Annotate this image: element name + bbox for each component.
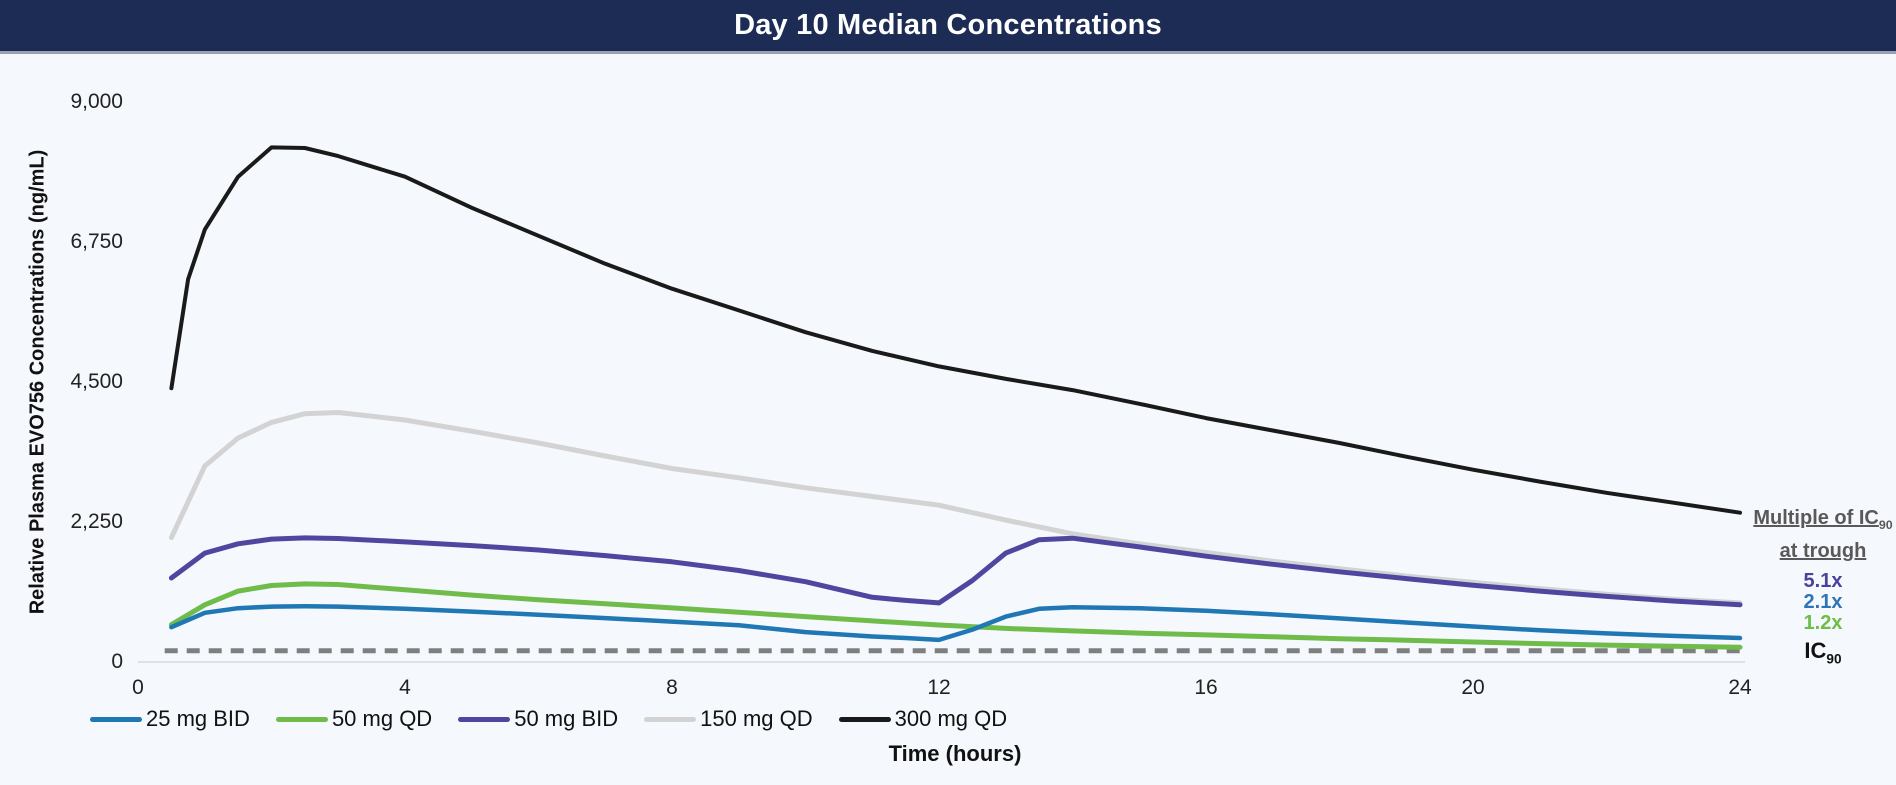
y-tick-label-6-750: 6,750 [70, 230, 123, 253]
y-tick-label-2-250: 2,250 [70, 510, 123, 533]
legend-label-150-mg-qd: 150 mg QD [700, 706, 813, 731]
legend-swatch-50-mg-qd [275, 716, 328, 722]
x-tick-label-16: 16 [1194, 676, 1218, 699]
page-title: Day 10 Median Concentrations [734, 9, 1162, 41]
header-bar: Day 10 Median Concentrations [0, 0, 1896, 54]
ic90-label: IC90 [1804, 638, 1842, 667]
series-line-50-mg-qd [168, 581, 1743, 650]
legend-label-50-mg-qd: 50 mg QD [331, 706, 433, 731]
x-tick-label-20: 20 [1461, 676, 1485, 699]
series-line-50-mg-bid [168, 535, 1743, 608]
legend-swatch-300-mg-qd [838, 716, 891, 722]
series-line-300-mg-qd [169, 145, 1742, 515]
legend: 25 mg BID 50 mg QD 50 mg BID 150 mg QD 300 m… [90, 705, 1007, 733]
x-tick-label-24: 24 [1728, 676, 1752, 699]
series-line-150-mg-qd [168, 410, 1743, 606]
multiple-value-1-2x: 1.2x [1803, 612, 1843, 634]
multiple-value-2-1x: 2.1x [1803, 591, 1843, 613]
x-tick-label-12: 12 [927, 676, 951, 699]
legend-item-25-mg-bid: 25 mg BID [90, 706, 250, 732]
legend-label-50-mg-bid: 50 mg BID [514, 706, 619, 731]
legend-swatch-50-mg-bid [458, 716, 511, 722]
multiples-heading-line1: Multiple of IC90 [1753, 507, 1893, 532]
multiples-heading-line2: at trough [1779, 540, 1867, 562]
legend-item-300-mg-qd: 300 mg QD [838, 706, 1008, 732]
legend-label-300-mg-qd: 300 mg QD [894, 706, 1008, 731]
legend-item-50-mg-qd: 50 mg QD [275, 706, 433, 732]
x-tick-label-0: 0 [132, 676, 144, 699]
legend-item-150-mg-qd: 150 mg QD [644, 706, 813, 732]
multiple-value-5-1x: 5.1x [1803, 570, 1843, 592]
y-tick-label-4-500: 4,500 [70, 370, 123, 393]
legend-item-50-mg-bid: 50 mg BID [458, 706, 618, 732]
legend-swatch-25-mg-bid [90, 716, 142, 722]
x-tick-label-8: 8 [666, 676, 678, 699]
x-tick-label-4: 4 [399, 676, 411, 699]
legend-label-25-mg-bid: 25 mg BID [146, 706, 250, 731]
legend-swatch-150-mg-qd [644, 716, 697, 722]
y-tick-label-9-000: 9,000 [70, 90, 123, 113]
ic90-multiples-panel: Multiple of IC90 at trough 5.1x 2.1x 1.2… [1740, 505, 1896, 666]
x-axis-title: Time (hours) [888, 741, 1022, 766]
series-line-25-mg-bid [169, 604, 1743, 643]
y-tick-label-0: 0 [111, 650, 123, 673]
